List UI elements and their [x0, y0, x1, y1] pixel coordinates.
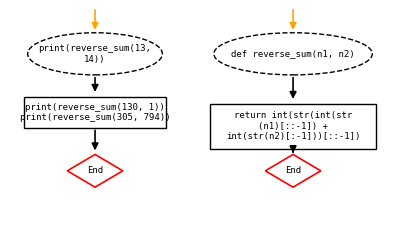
Ellipse shape [214, 33, 372, 75]
Text: def reverse_sum(n1, n2): def reverse_sum(n1, n2) [231, 49, 355, 58]
FancyBboxPatch shape [210, 104, 376, 149]
Text: return int(str(int(str
(n1)[::-1]) +
int(str(n2)[:-1]))[::-1]): return int(str(int(str (n1)[::-1]) + int… [226, 111, 360, 141]
Text: print(reverse_sum(13,
14)): print(reverse_sum(13, 14)) [39, 44, 152, 63]
Ellipse shape [28, 33, 162, 75]
Text: End: End [285, 166, 301, 175]
FancyBboxPatch shape [24, 97, 166, 128]
Polygon shape [67, 154, 123, 187]
Text: End: End [87, 166, 103, 175]
Polygon shape [265, 154, 321, 187]
Text: print(reverse_sum(130, 1))
print(reverse_sum(305, 794)): print(reverse_sum(130, 1)) print(reverse… [20, 103, 170, 122]
